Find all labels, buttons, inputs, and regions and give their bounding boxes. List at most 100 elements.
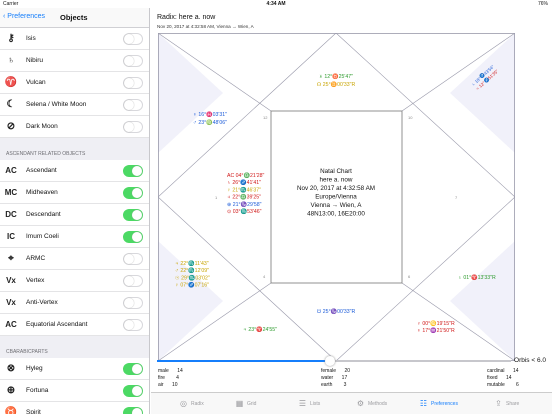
object-row-imum-coeli[interactable]: IC Imum Coeli bbox=[0, 226, 149, 248]
object-row-hyleg[interactable]: ⊗ Hyleg bbox=[0, 358, 149, 380]
clock: 4:34 AM bbox=[266, 1, 286, 7]
toggle-switch[interactable] bbox=[123, 253, 143, 265]
toggle-switch[interactable] bbox=[123, 55, 143, 67]
object-row-dark-moon[interactable]: ⊘ Dark Moon bbox=[0, 116, 149, 138]
toggle-switch[interactable] bbox=[123, 231, 143, 243]
stats-elements: female 20 water 17 earth 3 bbox=[321, 368, 350, 389]
natal-chart[interactable]: 12 10 4 6 1 7 ♅ 12°♉25'47"☊ 25°♊00'33"R … bbox=[158, 33, 515, 361]
object-row-anti-vertex[interactable]: Vx Anti-Vertex bbox=[0, 292, 149, 314]
object-row-equatorial-ascendant[interactable]: AC Equatorial Ascendant bbox=[0, 314, 149, 336]
methods-icon: ⚙ bbox=[356, 399, 365, 408]
house-text-upper-left: ♆ 16°♓03'31"♂ 23°♍48'06" bbox=[193, 111, 227, 126]
tab-label: Lists bbox=[310, 401, 321, 407]
dark-moon-icon: ⊘ bbox=[6, 121, 16, 132]
section-header-ascendant: ASCENDANT RELATED OBJECTS bbox=[0, 138, 149, 160]
tab-label: Grid bbox=[247, 401, 257, 407]
house-text-right: ♁ 01°♈13'33"R bbox=[458, 274, 496, 281]
stat-label: cardinal bbox=[487, 368, 505, 374]
svg-text:6: 6 bbox=[408, 274, 411, 279]
center-info-line: here a. now bbox=[320, 177, 353, 184]
radix-icon: ◎ bbox=[180, 399, 187, 408]
stat-label: earth bbox=[321, 382, 333, 388]
object-row-vertex[interactable]: Vx Vertex bbox=[0, 270, 149, 292]
object-row-ascendant[interactable]: AC Ascendant bbox=[0, 160, 149, 182]
toggle-switch[interactable] bbox=[123, 33, 143, 45]
planet-position: ♁ 01°♈13'33"R bbox=[458, 274, 496, 281]
house-region bbox=[450, 33, 515, 153]
stat-label: female bbox=[321, 368, 337, 374]
planet-position: ♂ 23°♍48'06" bbox=[193, 119, 227, 126]
planet-position: ☉ 29°♏03'02" bbox=[175, 274, 210, 281]
center-info-line: Nov 20, 2017 at 4:32:58 AM bbox=[297, 185, 375, 192]
share-icon: ⇪ bbox=[495, 399, 502, 408]
vertex-icon: Vx bbox=[6, 276, 16, 285]
object-row-midheaven[interactable]: MC Midheaven bbox=[0, 182, 149, 204]
section-title: ASCENDANT RELATED OBJECTS bbox=[6, 151, 86, 157]
object-row-spirit[interactable]: ♉ Spirit bbox=[0, 402, 149, 414]
toggle-switch[interactable] bbox=[123, 407, 143, 414]
center-info-line: Vienna → Wien, A bbox=[311, 202, 363, 209]
house-text-bottom: ☋ 25°♑00'33"R bbox=[317, 308, 356, 315]
back-label: Preferences bbox=[7, 13, 46, 20]
stat-value: 6 bbox=[516, 382, 519, 388]
toggle-switch[interactable] bbox=[123, 165, 143, 177]
svg-text:4: 4 bbox=[263, 274, 266, 279]
battery-level: 76% bbox=[537, 1, 548, 7]
isis-icon: ⚷ bbox=[7, 33, 15, 44]
object-label: Imum Coeli bbox=[26, 233, 59, 240]
house-diamond bbox=[158, 33, 515, 361]
object-label: Anti-Vertex bbox=[26, 299, 58, 306]
toggle-switch[interactable] bbox=[123, 363, 143, 375]
toggle-switch[interactable] bbox=[123, 297, 143, 309]
preferences-icon: ☷ bbox=[419, 399, 428, 408]
toggle-switch[interactable] bbox=[123, 121, 143, 133]
object-row-armc[interactable]: ⌖ ARMC bbox=[0, 248, 149, 270]
imum-coeli-icon: IC bbox=[7, 232, 15, 241]
tab-label: Methods bbox=[368, 401, 388, 407]
object-row-descendant[interactable]: DC Descendant bbox=[0, 204, 149, 226]
object-row-fortuna[interactable]: ⊕ Fortuna bbox=[0, 380, 149, 402]
planet-position: ⊕ 21°♑29'58" bbox=[227, 201, 262, 208]
stat-value: 17 bbox=[341, 375, 348, 381]
planet-position: ♂ 22°♏12'09" bbox=[175, 267, 209, 274]
svg-text:1: 1 bbox=[215, 195, 218, 200]
toggle-switch[interactable] bbox=[123, 99, 143, 111]
object-row-vulcan[interactable]: ♈ Vulcan bbox=[0, 72, 149, 94]
object-row-nibiru[interactable]: ♄ Nibiru bbox=[0, 50, 149, 72]
stats-modalities: cardinal 14 fixed 14 mutable 6 bbox=[487, 368, 519, 389]
house-text-left: AC 04°♎21'28"♄ 26°♐41'41"♀ 21°♏46'37"♃ 2… bbox=[227, 172, 264, 215]
toggle-switch[interactable] bbox=[123, 77, 143, 89]
toggle-switch[interactable] bbox=[123, 275, 143, 287]
toggle-switch[interactable] bbox=[123, 209, 143, 221]
back-button[interactable]: ‹ Preferences bbox=[3, 13, 46, 20]
object-row-selena-white-moon[interactable]: ☾ Selena / White Moon bbox=[0, 94, 149, 116]
object-label: Nibiru bbox=[26, 57, 43, 64]
stat-line: air 10 bbox=[158, 382, 183, 389]
object-row-isis[interactable]: ⚷ Isis bbox=[0, 28, 149, 50]
svg-text:7: 7 bbox=[455, 195, 458, 200]
house-text-lower-right: ♇ 00°♋19'15"R♆ 17°♒21'50"R bbox=[417, 320, 455, 334]
object-label: Equatorial Ascendant bbox=[26, 321, 88, 328]
grid-icon: ▦ bbox=[235, 399, 244, 408]
stat-line: mutable 6 bbox=[487, 382, 519, 389]
object-label: Vulcan bbox=[26, 79, 46, 86]
nibiru-icon: ♄ bbox=[7, 55, 15, 66]
orbis-slider-track[interactable] bbox=[331, 360, 511, 362]
stat-value: 3 bbox=[343, 382, 347, 388]
toggle-switch[interactable] bbox=[123, 187, 143, 199]
toggle-switch[interactable] bbox=[123, 319, 143, 331]
center-info-line: 48N13:00, 16E20:00 bbox=[307, 211, 365, 218]
object-label: Hyleg bbox=[26, 365, 43, 372]
radix-title: Radix: here a. now bbox=[157, 14, 216, 21]
object-label: Midheaven bbox=[26, 189, 58, 196]
toggle-switch[interactable] bbox=[123, 385, 143, 397]
planet-position: ☊ 25°♊00'33"R bbox=[317, 81, 356, 88]
stat-value: 14 bbox=[512, 368, 519, 374]
house-region bbox=[158, 33, 223, 153]
object-label: Vertex bbox=[26, 277, 45, 284]
stat-line: male 14 bbox=[158, 368, 183, 375]
house-text-top: ♅ 12°♉25'47"☊ 25°♊00'33"R bbox=[317, 73, 356, 88]
planet-position: ♀ 07°♐07'16" bbox=[175, 282, 209, 289]
planet-position: ♀ 21°♏46'37" bbox=[227, 186, 261, 193]
orbis-slider-thumb[interactable] bbox=[325, 356, 335, 366]
